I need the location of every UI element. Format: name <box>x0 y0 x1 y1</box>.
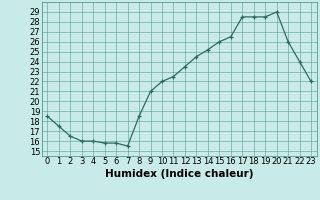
X-axis label: Humidex (Indice chaleur): Humidex (Indice chaleur) <box>105 169 253 179</box>
